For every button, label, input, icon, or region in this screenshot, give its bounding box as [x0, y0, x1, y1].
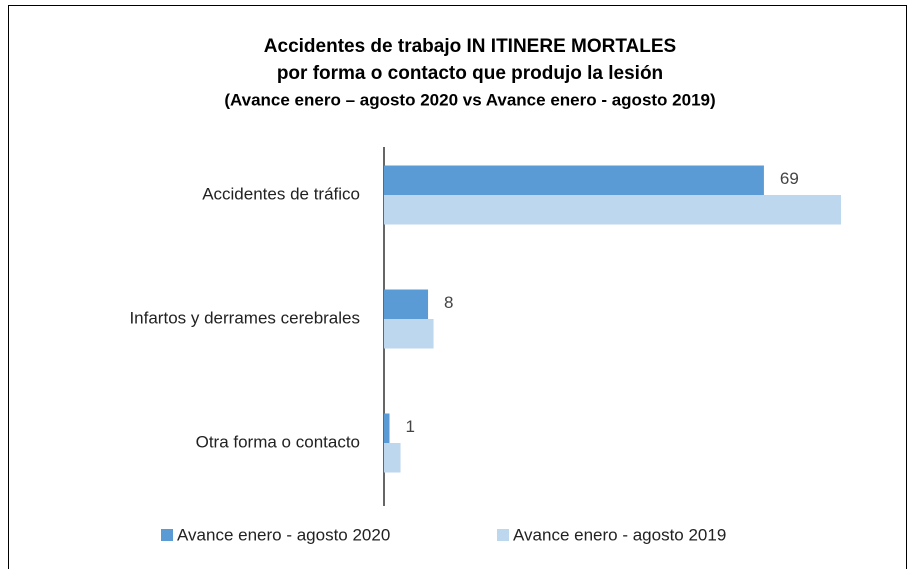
- bar: [384, 443, 401, 473]
- chart-title-line2: por forma o contacto que produjo la lesi…: [277, 63, 663, 84]
- bar: [384, 195, 841, 225]
- legend-label: Avance enero - agosto 2019: [513, 525, 726, 544]
- legend-swatch: [161, 529, 173, 541]
- legend-swatch: [497, 529, 509, 541]
- data-label: 69: [780, 169, 799, 188]
- y-tick-label: Accidentes de tráfico: [202, 184, 360, 203]
- legend-label: Avance enero - agosto 2020: [177, 525, 390, 544]
- bar: [384, 413, 390, 443]
- y-tick-label: Infartos y derrames cerebrales: [129, 308, 360, 327]
- data-label: 8: [444, 293, 453, 312]
- data-label: 1: [406, 417, 415, 436]
- chart-title: Accidentes de trabajo IN ITINERE MORTALE…: [264, 36, 676, 57]
- bar: [384, 165, 764, 195]
- chart-subtitle: (Avance enero – agosto 2020 vs Avance en…: [224, 90, 715, 109]
- bar: [384, 319, 434, 349]
- y-tick-label: Otra forma o contacto: [196, 432, 360, 451]
- chart-border: [8, 5, 907, 569]
- bar: [384, 289, 429, 319]
